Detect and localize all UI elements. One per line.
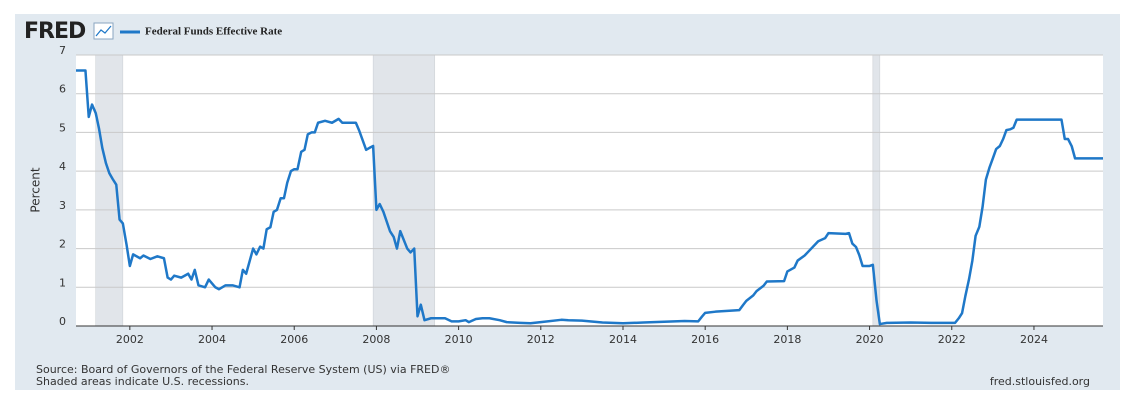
plot-area — [76, 55, 1103, 326]
y-axis-label: Percent — [29, 167, 43, 212]
x-tick-label: 2004 — [198, 333, 226, 346]
series-line — [76, 69, 1103, 326]
x-tick-label: 2014 — [609, 333, 637, 346]
url: fred.stlouisfed.org — [990, 375, 1090, 388]
note: Shaded areas indicate U.S. recessions. — [36, 375, 249, 388]
x-tick-label: 2008 — [362, 333, 390, 346]
x-tick-label: 2006 — [280, 333, 308, 346]
y-tick-label: 2 — [59, 238, 66, 251]
x-tick-label: 2016 — [691, 333, 719, 346]
x-tick-label: 2012 — [527, 333, 555, 346]
y-tick-label: 5 — [59, 121, 66, 134]
y-tick-label: 7 — [59, 44, 66, 57]
x-tick-label: 2022 — [938, 333, 966, 346]
x-tick-label: 2024 — [1020, 333, 1048, 346]
logo-icon — [93, 22, 114, 40]
y-tick-label: 3 — [59, 199, 66, 212]
recession-band — [95, 54, 124, 327]
source: Source: Board of Governors of the Federa… — [36, 363, 450, 376]
x-tick-label: 2010 — [445, 333, 473, 346]
y-tick-label: 4 — [59, 160, 66, 173]
legend-label: Federal Funds Effective Rate — [145, 26, 282, 38]
y-tick-label: 6 — [59, 83, 66, 96]
x-tick-label: 2018 — [773, 333, 801, 346]
x-tick-label: 2002 — [116, 333, 144, 346]
recession-band — [372, 54, 436, 327]
x-tick-label: 2020 — [856, 333, 884, 346]
logo: FRED — [24, 19, 86, 44]
y-tick-label: 0 — [59, 315, 66, 328]
y-tick-label: 1 — [59, 276, 66, 289]
